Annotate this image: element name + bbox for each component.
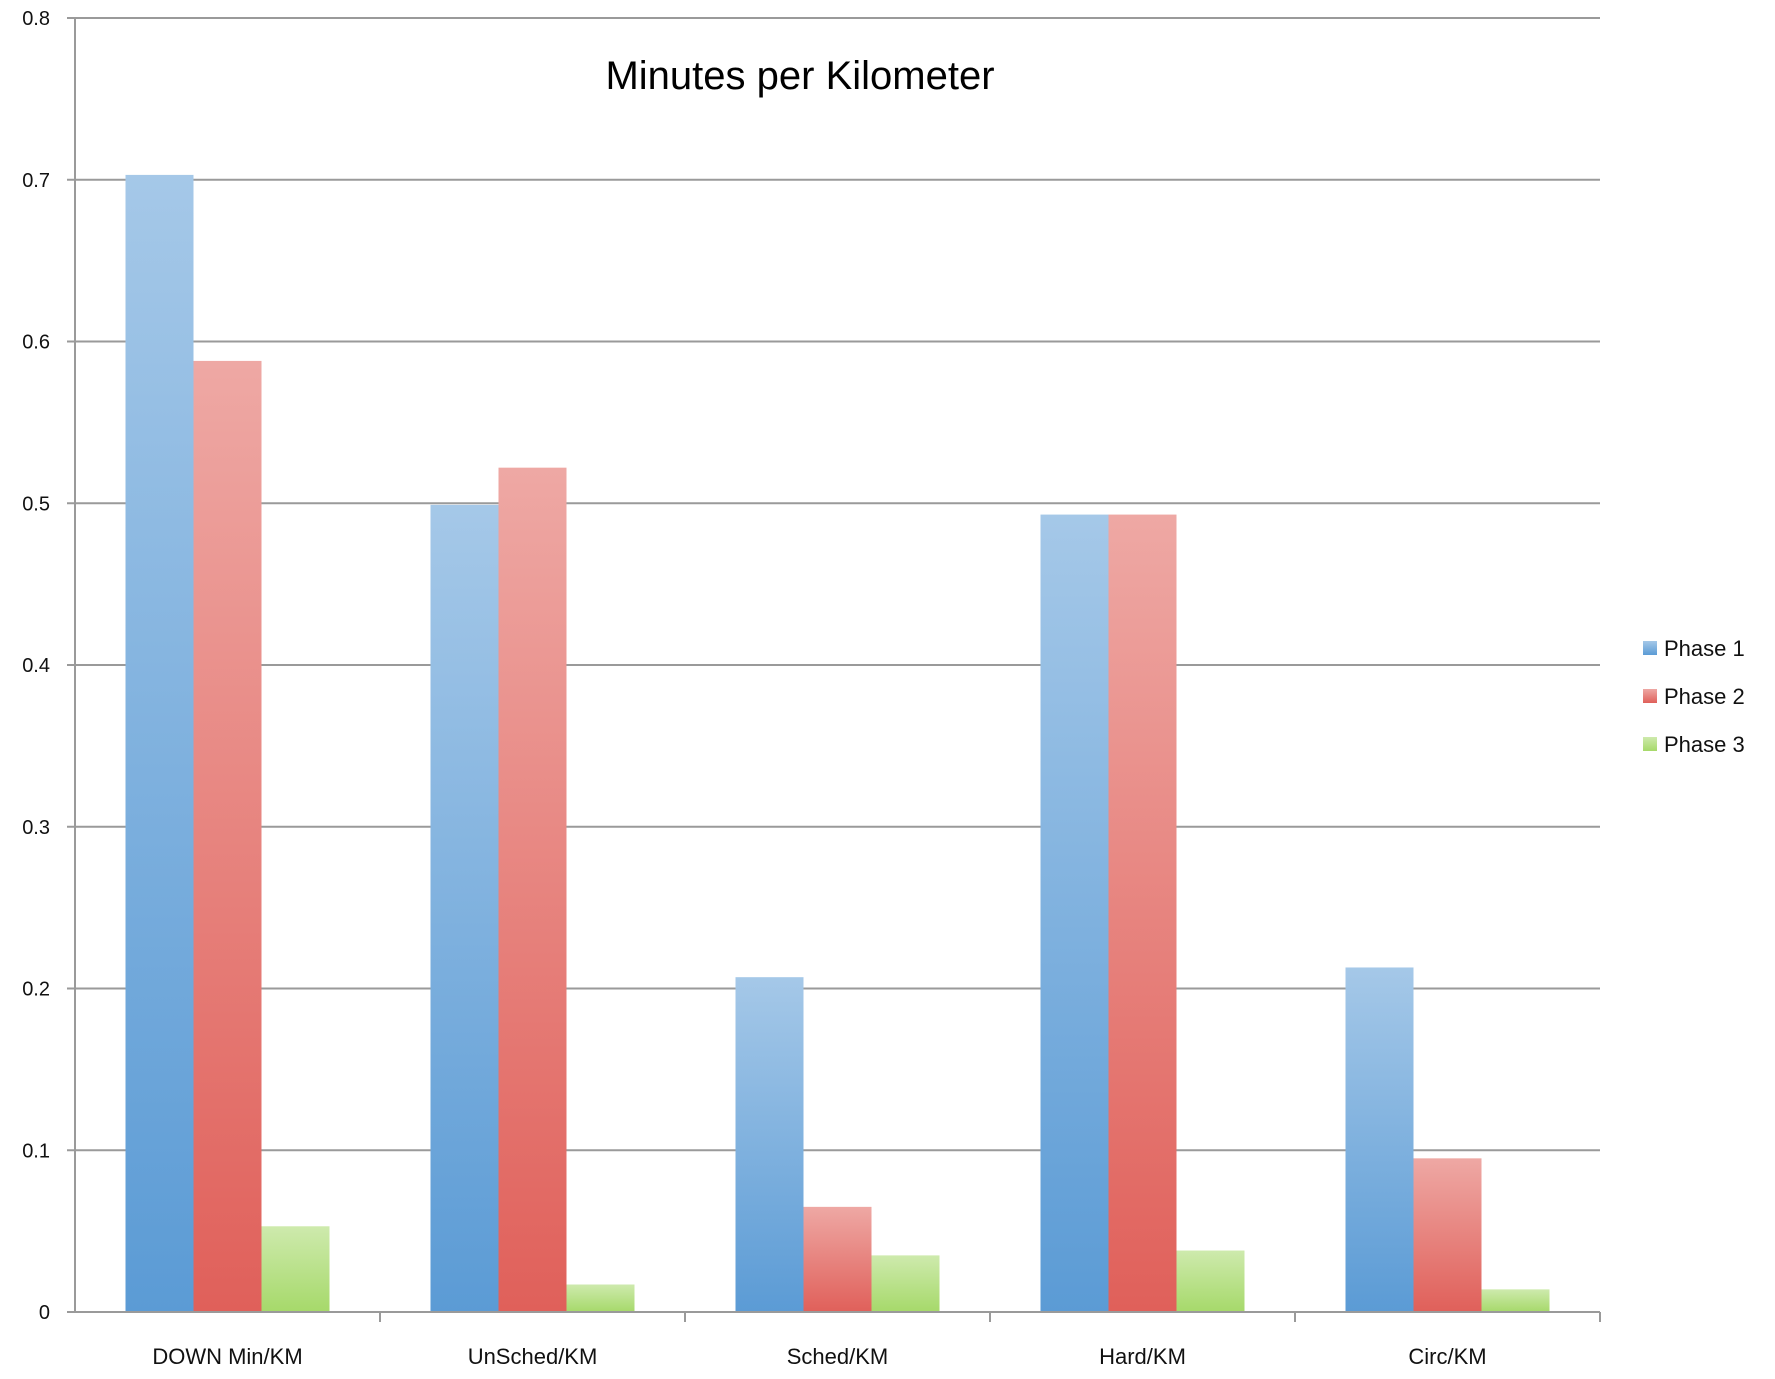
bar-phase-1 bbox=[430, 504, 499, 1312]
y-tick-label: 0.7 bbox=[22, 170, 50, 192]
y-tick-label: 0.3 bbox=[22, 817, 50, 839]
bar-phase-2 bbox=[498, 467, 567, 1312]
y-tick-label: 0.4 bbox=[22, 655, 50, 677]
bar-phase-1 bbox=[125, 174, 194, 1313]
bar-phase-3 bbox=[261, 1226, 330, 1312]
axes bbox=[67, 17, 1601, 1322]
x-tick-label: Hard/KM bbox=[1099, 1344, 1186, 1369]
bar-phase-1 bbox=[1345, 967, 1414, 1312]
y-tick-label: 0 bbox=[39, 1302, 50, 1324]
y-tick-label: 0.8 bbox=[22, 8, 50, 30]
legend-swatch-phase-3 bbox=[1643, 737, 1657, 751]
bar-phase-3 bbox=[871, 1255, 940, 1312]
bar-phase-3 bbox=[1481, 1289, 1550, 1312]
x-tick-label: DOWN Min/KM bbox=[152, 1344, 302, 1369]
axis-labels: 0 0.1 0.2 0.3 0.4 0.5 0.6 0.7 0.8 DOWN Min/KM UnSc… bbox=[22, 8, 1486, 1369]
chart-title: Minutes per Kilometer bbox=[605, 54, 994, 98]
x-tick-label: Circ/KM bbox=[1408, 1344, 1486, 1369]
bar-phase-3 bbox=[1176, 1250, 1245, 1312]
y-tick-label: 0.5 bbox=[22, 493, 50, 515]
bar-phase-2 bbox=[803, 1206, 872, 1312]
bar-phase-1 bbox=[735, 977, 804, 1312]
legend-swatch-phase-2 bbox=[1643, 689, 1657, 703]
x-tick-label: Sched/KM bbox=[787, 1344, 889, 1369]
legend-label: Phase 3 bbox=[1664, 732, 1745, 757]
bar-phase-2 bbox=[193, 360, 262, 1312]
y-tick-label: 0.6 bbox=[22, 332, 50, 354]
gridlines bbox=[75, 17, 1600, 1313]
bars bbox=[125, 174, 1550, 1313]
y-tick-label: 0.2 bbox=[22, 979, 50, 1001]
bar-phase-1 bbox=[1040, 514, 1109, 1312]
legend: Phase 1 Phase 2 Phase 3 bbox=[1643, 636, 1745, 757]
bar-phase-2 bbox=[1413, 1158, 1482, 1312]
bar-phase-3 bbox=[566, 1284, 635, 1312]
x-tick-label: UnSched/KM bbox=[468, 1344, 598, 1369]
y-tick-label: 0.1 bbox=[22, 1140, 50, 1162]
legend-label: Phase 2 bbox=[1664, 684, 1745, 709]
bar-phase-2 bbox=[1108, 514, 1177, 1312]
legend-swatch-phase-1 bbox=[1643, 641, 1657, 655]
legend-label: Phase 1 bbox=[1664, 636, 1745, 661]
